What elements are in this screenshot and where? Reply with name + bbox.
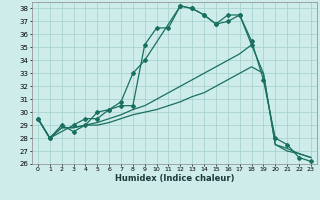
X-axis label: Humidex (Indice chaleur): Humidex (Indice chaleur) [115,174,234,183]
